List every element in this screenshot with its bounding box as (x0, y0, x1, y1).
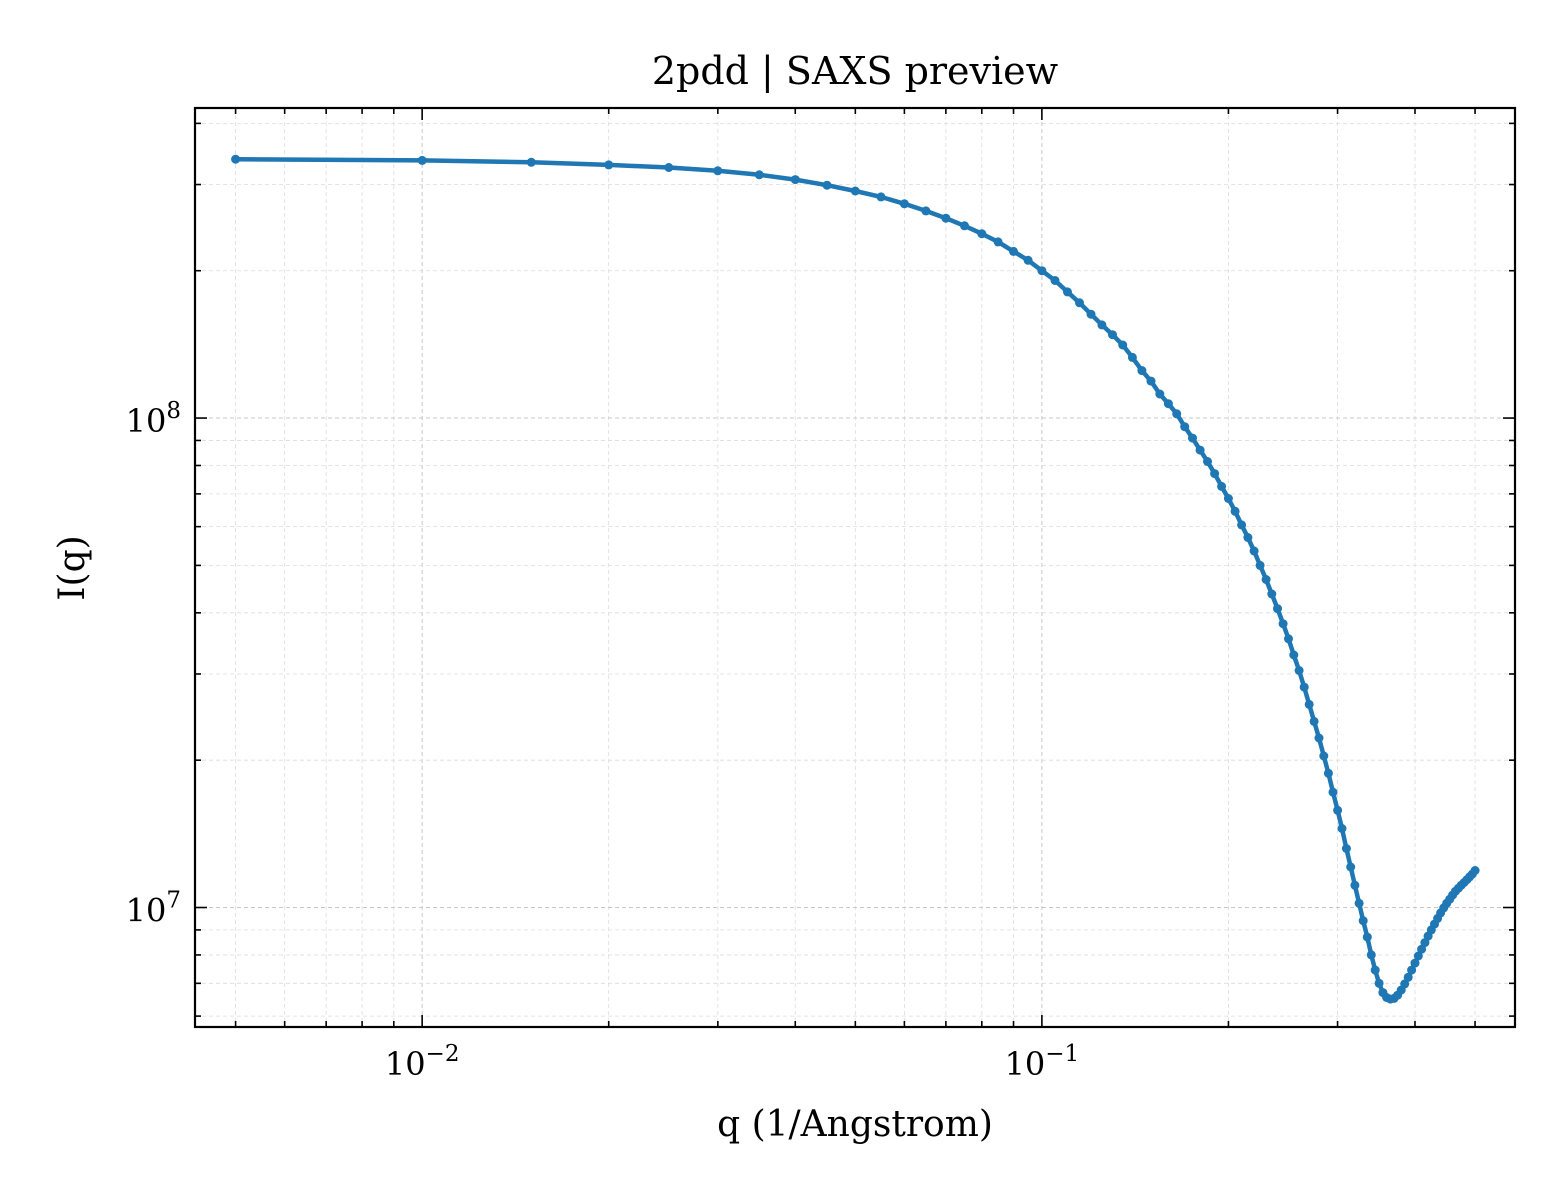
data-point (960, 221, 969, 231)
data-point (1346, 862, 1356, 872)
data-point (1328, 787, 1338, 797)
data-point (1341, 844, 1351, 853)
data-point (1278, 619, 1288, 629)
y-axis-label: I(q) (52, 535, 93, 600)
plot-frame (193, 106, 1517, 1029)
data-point (1063, 287, 1072, 297)
data-point (1366, 950, 1376, 960)
data-point (1009, 246, 1018, 256)
data-point (1163, 399, 1173, 409)
data-point (1410, 958, 1420, 968)
data-point (1319, 751, 1329, 761)
data-point (526, 157, 536, 167)
data-point (899, 199, 909, 209)
data-point (1403, 972, 1413, 982)
data-point (1323, 768, 1333, 778)
data-point (921, 206, 931, 216)
data-point (1023, 255, 1033, 265)
data-point (1370, 965, 1380, 975)
data-point (1255, 560, 1265, 570)
data-point (1267, 589, 1277, 599)
data-point (1314, 733, 1324, 743)
data-point (1050, 276, 1060, 285)
data-point (664, 163, 674, 172)
data-point (1203, 457, 1212, 466)
data-point (1097, 320, 1107, 330)
data-point (1188, 433, 1197, 443)
data-point (1470, 866, 1480, 875)
data-point (822, 180, 832, 190)
data-point (1413, 951, 1423, 961)
data-point (1223, 494, 1233, 503)
data-point (1172, 409, 1182, 419)
y-tick-label: 108 (126, 398, 181, 440)
data-point (1195, 445, 1205, 455)
data-point (1358, 916, 1368, 926)
data-point (1180, 422, 1190, 432)
data-point (1237, 520, 1247, 530)
data-point (1289, 650, 1299, 660)
data-point (790, 175, 800, 185)
tick-layer (195, 108, 1515, 1027)
data-point (1333, 805, 1343, 815)
data-point (1210, 469, 1220, 479)
data-point (1337, 824, 1347, 833)
data-point (1354, 898, 1364, 908)
data-point (977, 229, 987, 239)
data-point (1146, 376, 1156, 386)
data-point (417, 155, 427, 165)
data-point (1400, 979, 1410, 989)
data-point (1243, 533, 1253, 542)
data-point (1299, 682, 1309, 692)
data-point (1273, 604, 1282, 614)
data-point (231, 154, 241, 164)
data-point (1155, 389, 1165, 399)
data-point (1374, 978, 1384, 988)
data-point (876, 192, 886, 202)
data-point (1284, 634, 1293, 644)
y-tick-label: 107 (126, 888, 181, 930)
data-point (1118, 340, 1128, 350)
data-point (604, 160, 614, 170)
data-point (1086, 309, 1096, 319)
series-layer (231, 154, 1480, 1004)
data-point (1108, 330, 1117, 340)
data-point (1137, 366, 1147, 376)
data-point (1037, 266, 1047, 276)
data-point (1127, 352, 1137, 362)
data-point (754, 170, 764, 180)
data-point (1230, 506, 1240, 516)
x-tick-label: 10−1 (1005, 1041, 1080, 1083)
tick-labels: 10−2 10−1 107 108 (126, 398, 1080, 1083)
chart-title: 2pdd | SAXS preview (652, 49, 1059, 93)
data-point (1304, 699, 1314, 709)
x-axis-label: q (1/Angstrom) (717, 1104, 993, 1145)
grid-layer (195, 108, 1515, 1027)
data-point (1294, 666, 1304, 675)
data-point (1362, 932, 1372, 942)
data-point (1261, 575, 1271, 584)
data-point (713, 166, 723, 176)
data-point (850, 186, 860, 196)
data-point (1350, 880, 1360, 890)
data-point (1309, 716, 1319, 726)
data-point (941, 213, 951, 223)
data-point (1075, 298, 1084, 308)
data-point (1249, 546, 1259, 556)
x-tick-label: 10−2 (385, 1041, 460, 1083)
data-point (993, 237, 1003, 247)
data-point (1407, 965, 1417, 975)
data-point (1217, 481, 1227, 491)
